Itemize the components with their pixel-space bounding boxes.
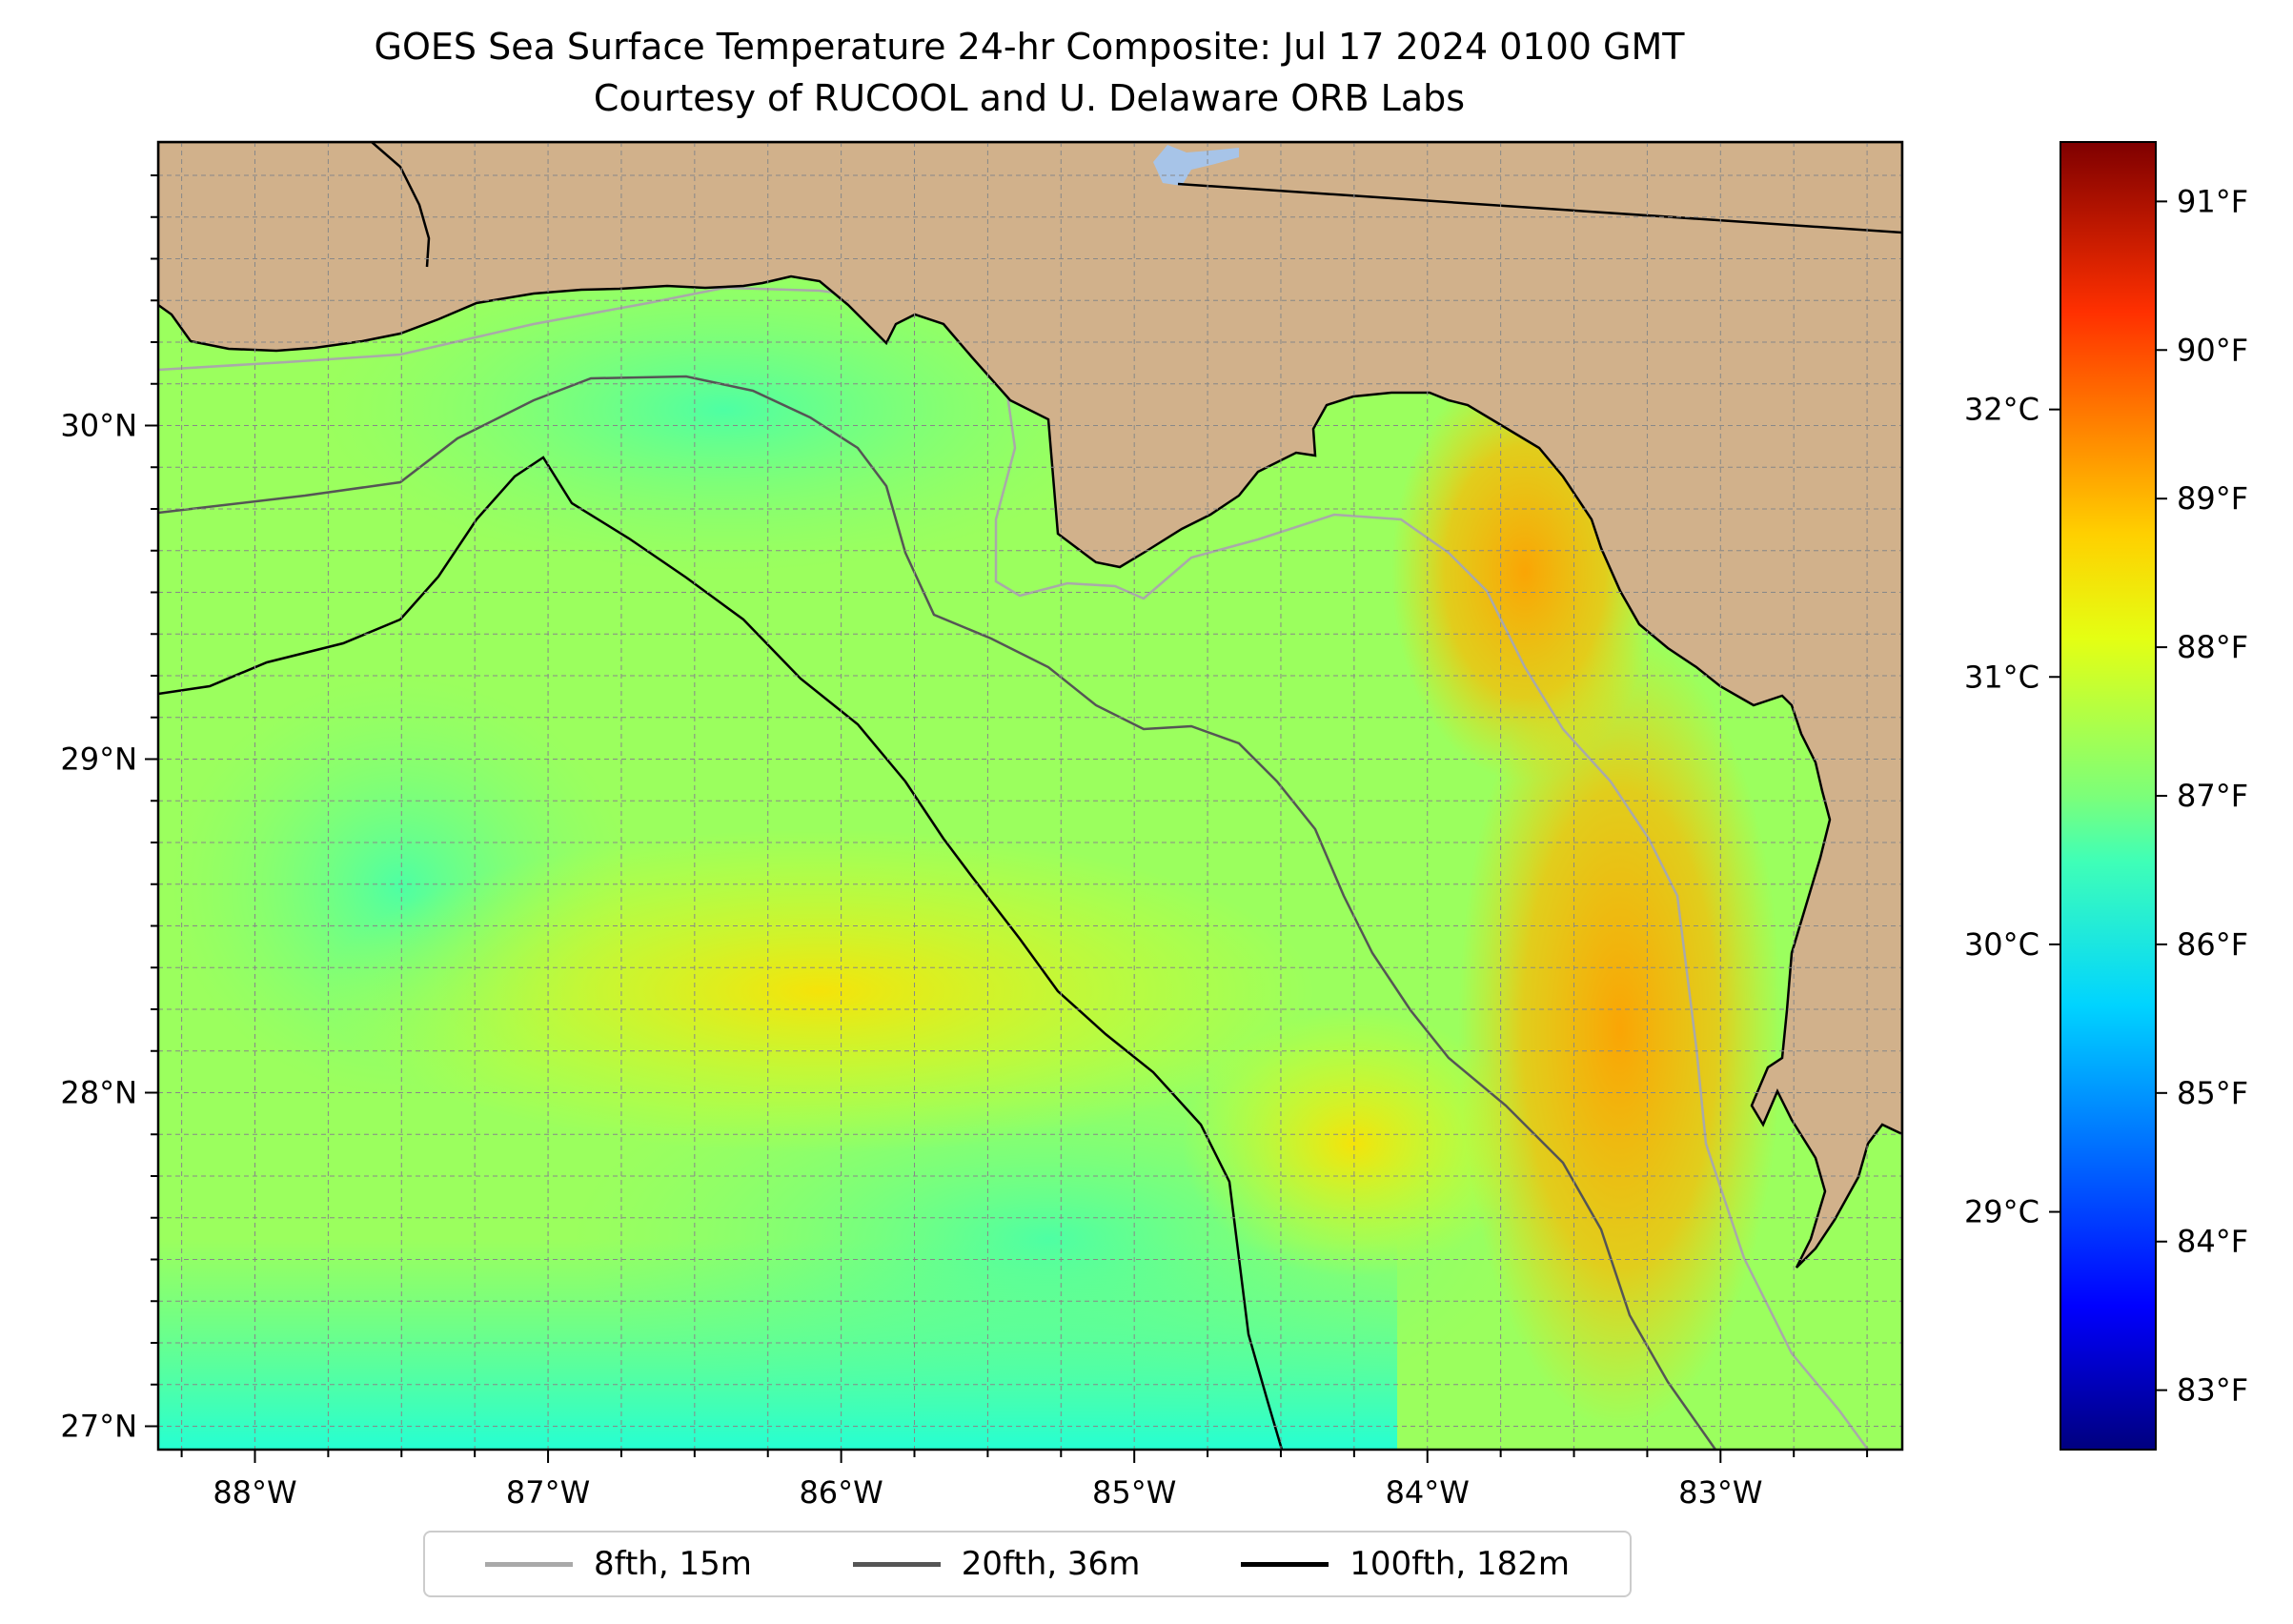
map-area (158, 142, 1902, 1450)
colorbar-f-label: 84°F (2177, 1224, 2248, 1260)
legend-swatch-100fth (1241, 1561, 1329, 1567)
lon-tick-label: 88°W (213, 1474, 296, 1511)
legend-item-8fth: 8fth, 15m (484, 1545, 752, 1583)
colorbar-f-label: 87°F (2177, 778, 2248, 814)
colorbar-f-label: 86°F (2177, 926, 2248, 963)
colorbar-f-label: 90°F (2177, 332, 2248, 368)
colorbar (2060, 141, 2157, 1451)
legend-item-100fth: 100fth, 182m (1241, 1545, 1570, 1583)
lon-axis: 88°W 87°W 86°W 85°W 84°W 83°W (180, 1450, 1869, 1511)
lon-tick-label: 85°W (1092, 1474, 1176, 1511)
colorbar-c-label: 32°C (1964, 392, 2039, 428)
legend-swatch-20fth (852, 1561, 941, 1567)
lat-tick-label: 30°N (60, 408, 137, 444)
lat-tick-label: 29°N (60, 741, 137, 778)
legend: 8fth, 15m 20fth, 36m 100fth, 182m (423, 1531, 1632, 1597)
lon-tick-label: 86°W (799, 1474, 883, 1511)
legend-label-20fth: 20fth, 36m (961, 1545, 1141, 1583)
contour-8fth (158, 286, 1870, 1450)
map-grid (158, 142, 1902, 1450)
colorbar-celsius-axis: 29°C 30°C 31°C 32°C (1964, 392, 2060, 1230)
lat-tick-label: 27°N (60, 1409, 137, 1445)
warm-area-central (324, 829, 1315, 1153)
colorbar-f-label: 88°F (2177, 629, 2248, 665)
warm-area-east (1458, 629, 1782, 1430)
land-mainland (158, 142, 1902, 1269)
colorbar-c-label: 30°C (1964, 926, 2039, 963)
legend-swatch-8fth (484, 1561, 573, 1567)
colorbar-fahrenheit-axis: 83°F 84°F 85°F 86°F 87°F 88°F 89°F 90°F 91°F (2156, 183, 2248, 1409)
chart-title: GOES Sea Surface Temperature 24-hr Compo… (374, 26, 1685, 68)
legend-label-100fth: 100fth, 182m (1349, 1545, 1571, 1583)
map-frame (156, 140, 1904, 1451)
legend-item-20fth: 20fth, 36m (852, 1545, 1141, 1583)
state-border (1177, 182, 1902, 234)
lon-tick-label: 87°W (506, 1474, 590, 1511)
cool-band-south (158, 1239, 1397, 1450)
contour-20fth (158, 375, 1717, 1450)
legend-label-8fth: 8fth, 15m (593, 1545, 752, 1583)
colorbar-c-label: 31°C (1964, 659, 2039, 695)
colorbar-f-label: 91°F (2177, 183, 2248, 219)
cool-area-north (324, 248, 1125, 572)
chart-subtitle: Courtesy of RUCOOL and U. Delaware ORB L… (593, 77, 1466, 119)
colorbar-f-label: 83°F (2177, 1372, 2248, 1409)
colorbar-f-label: 89°F (2177, 480, 2248, 517)
lat-tick-label: 28°N (60, 1075, 137, 1111)
lat-axis: 27°N 28°N 29°N 30°N (60, 174, 158, 1445)
state-border-west (371, 142, 431, 268)
lon-tick-label: 83°W (1678, 1474, 1762, 1511)
colorbar-c-label: 29°C (1964, 1194, 2039, 1230)
contour-100fth (158, 456, 1284, 1450)
warm-area-mid-south (1182, 1010, 1525, 1277)
lon-tick-label: 84°W (1386, 1474, 1470, 1511)
colorbar-f-label: 85°F (2177, 1075, 2248, 1111)
